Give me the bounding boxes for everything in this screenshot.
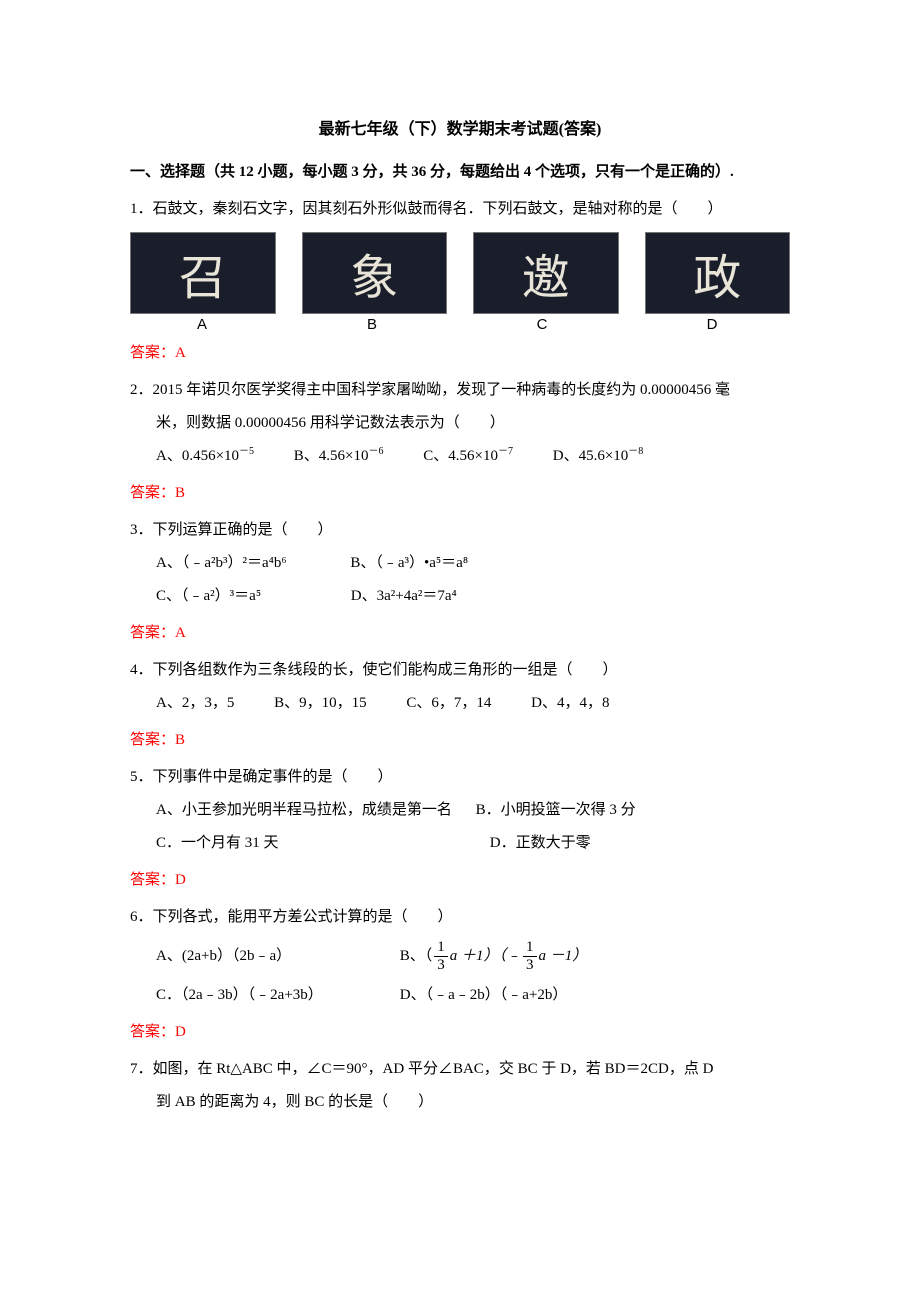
q1-answer-value: A	[175, 345, 186, 361]
q1-label-a: A	[130, 316, 274, 333]
answer-prefix: 答案：	[130, 1024, 175, 1040]
q2-opt-b-pre: B、4.56×10	[294, 448, 369, 464]
q6-text: 6．下列各式，能用平方差公式计算的是（ ）	[130, 901, 790, 934]
q3-answer: 答案：A	[130, 617, 790, 650]
q5-opt-d: D．正数大于零	[490, 827, 591, 860]
question-3: 3．下列运算正确的是（ ） A、（﹣a²b³）²＝a⁴b⁶ B、（﹣a³）•a⁵…	[130, 514, 790, 613]
q5-answer-value: D	[175, 872, 186, 888]
q1-option-d-image	[645, 232, 791, 314]
q6-opt-b: B、（13a ＋1）（﹣13a －1）	[400, 940, 588, 973]
q2-answer: 答案：B	[130, 477, 790, 510]
q4-opt-d: D、4，4，8	[531, 687, 609, 720]
q6-opt-b-frac2: 13	[523, 940, 537, 973]
q4-options: A、2，3，5 B、9，10，15 C、6，7，14 D、4，4，8	[130, 687, 790, 720]
q5-options-row1: A、小王参加光明半程马拉松，成绩是第一名 B．小明投篮一次得 3 分	[130, 794, 790, 827]
q1-label-d: D	[640, 316, 784, 333]
q3-opt-d: D、3a²+4a²＝7a⁴	[351, 580, 457, 613]
q1-answer: 答案：A	[130, 337, 790, 370]
q2-options: A、0.456×10－5 B、4.56×10－6 C、4.56×10－7 D、4…	[130, 440, 790, 473]
q7-line2: 到 AB 的距离为 4，则 BC 的长是（ ）	[130, 1086, 790, 1119]
q2-opt-c: C、4.56×10－7	[423, 440, 513, 473]
question-1: 1．石鼓文，秦刻石文字，因其刻石外形似鼓而得名．下列石鼓文，是轴对称的是（ ）	[130, 193, 790, 226]
q4-opt-b: B、9，10，15	[274, 687, 367, 720]
q2-opt-c-pre: C、4.56×10	[423, 448, 498, 464]
q2-line1: 2．2015 年诺贝尔医学奖得主中国科学家屠呦呦，发现了一种病毒的长度约为 0.…	[130, 374, 790, 407]
frac-den: 3	[523, 957, 537, 973]
q3-opt-a: A、（﹣a²b³）²＝a⁴b⁶	[156, 547, 287, 580]
answer-prefix: 答案：	[130, 485, 175, 501]
q6-answer: 答案：D	[130, 1016, 790, 1049]
answer-prefix: 答案：	[130, 732, 175, 748]
q7-line1: 7．如图，在 Rt△ABC 中，∠C＝90°，AD 平分∠BAC，交 BC 于 …	[130, 1053, 790, 1086]
q6-opt-b-mid: a ＋1）（﹣	[450, 948, 521, 964]
question-4: 4．下列各组数作为三条线段的长，使它们能构成三角形的一组是（ ） A、2，3，5…	[130, 654, 790, 720]
answer-prefix: 答案：	[130, 345, 175, 361]
q2-opt-d: D、45.6×10－8	[553, 440, 644, 473]
q1-text: 1．石鼓文，秦刻石文字，因其刻石外形似鼓而得名．下列石鼓文，是轴对称的是（ ）	[130, 193, 790, 226]
q2-opt-d-exp: －8	[628, 446, 643, 457]
q5-opt-b: B．小明投篮一次得 3 分	[476, 794, 636, 827]
q6-answer-value: D	[175, 1024, 186, 1040]
q2-opt-a-pre: A、0.456×10	[156, 448, 239, 464]
q6-opt-c: C．（2a﹣3b）（﹣2a+3b）	[156, 979, 366, 1012]
q2-opt-a: A、0.456×10－5	[156, 440, 254, 473]
answer-prefix: 答案：	[130, 625, 175, 641]
frac-num: 1	[523, 940, 537, 957]
q6-opt-a: A、(2a+b）（2b﹣a）	[156, 946, 366, 967]
q2-opt-d-pre: D、45.6×10	[553, 448, 629, 464]
q5-opt-c: C．一个月有 31 天	[156, 827, 466, 860]
frac-num: 1	[434, 940, 448, 957]
q3-opt-b: B、（﹣a³）•a⁵＝a⁸	[350, 547, 468, 580]
q6-opt-d: D、（﹣a﹣2b）（﹣a+2b）	[400, 979, 568, 1012]
q5-options-row2: C．一个月有 31 天 D．正数大于零	[130, 827, 790, 860]
q2-answer-value: B	[175, 485, 185, 501]
q5-text: 5．下列事件中是确定事件的是（ ）	[130, 761, 790, 794]
q3-options-row1: A、（﹣a²b³）²＝a⁴b⁶ B、（﹣a³）•a⁵＝a⁸	[130, 547, 790, 580]
q4-text: 4．下列各组数作为三条线段的长，使它们能构成三角形的一组是（ ）	[130, 654, 790, 687]
q2-opt-a-exp: －5	[239, 446, 254, 457]
q2-line2: 米，则数据 0.00000456 用科学记数法表示为（ ）	[130, 407, 790, 440]
q6-opt-b-post: a －1）	[539, 948, 588, 964]
q1-option-a-image	[130, 232, 276, 314]
q1-label-c: C	[470, 316, 614, 333]
q6-options-row2: C．（2a﹣3b）（﹣2a+3b） D、（﹣a﹣2b）（﹣a+2b）	[130, 979, 790, 1012]
page-title: 最新七年级（下）数学期末考试题(答案)	[130, 115, 790, 139]
q3-answer-value: A	[175, 625, 186, 641]
q3-opt-c: C、（﹣a²）³＝a⁵	[156, 580, 261, 613]
q1-option-b-image	[302, 232, 448, 314]
q6-opt-b-frac1: 13	[434, 940, 448, 973]
q4-opt-a: A、2，3，5	[156, 687, 234, 720]
q2-opt-b-exp: －6	[369, 446, 384, 457]
q1-labels: A B C D	[130, 316, 790, 333]
q1-images	[130, 232, 790, 314]
question-5: 5．下列事件中是确定事件的是（ ） A、小王参加光明半程马拉松，成绩是第一名 B…	[130, 761, 790, 860]
q5-opt-a: A、小王参加光明半程马拉松，成绩是第一名	[156, 794, 452, 827]
q6-opt-b-pre: B、（	[400, 948, 433, 964]
question-6: 6．下列各式，能用平方差公式计算的是（ ） A、(2a+b）（2b﹣a） B、（…	[130, 901, 790, 1012]
q2-opt-c-exp: －7	[498, 446, 513, 457]
q3-text: 3．下列运算正确的是（ ）	[130, 514, 790, 547]
question-7: 7．如图，在 Rt△ABC 中，∠C＝90°，AD 平分∠BAC，交 BC 于 …	[130, 1053, 790, 1119]
q4-answer: 答案：B	[130, 724, 790, 757]
q5-answer: 答案：D	[130, 864, 790, 897]
question-2: 2．2015 年诺贝尔医学奖得主中国科学家屠呦呦，发现了一种病毒的长度约为 0.…	[130, 374, 790, 473]
q1-label-b: B	[300, 316, 444, 333]
q6-options-row1: A、(2a+b）（2b﹣a） B、（13a ＋1）（﹣13a －1）	[130, 934, 790, 979]
q4-opt-c: C、6，7，14	[406, 687, 491, 720]
q1-option-c-image	[473, 232, 619, 314]
section-header: 一、选择题（共 12 小题，每小题 3 分，共 36 分，每题给出 4 个选项，…	[130, 157, 790, 187]
q3-options-row2: C、（﹣a²）³＝a⁵ D、3a²+4a²＝7a⁴	[130, 580, 790, 613]
q2-opt-b: B、4.56×10－6	[294, 440, 384, 473]
answer-prefix: 答案：	[130, 872, 175, 888]
frac-den: 3	[434, 957, 448, 973]
q4-answer-value: B	[175, 732, 185, 748]
